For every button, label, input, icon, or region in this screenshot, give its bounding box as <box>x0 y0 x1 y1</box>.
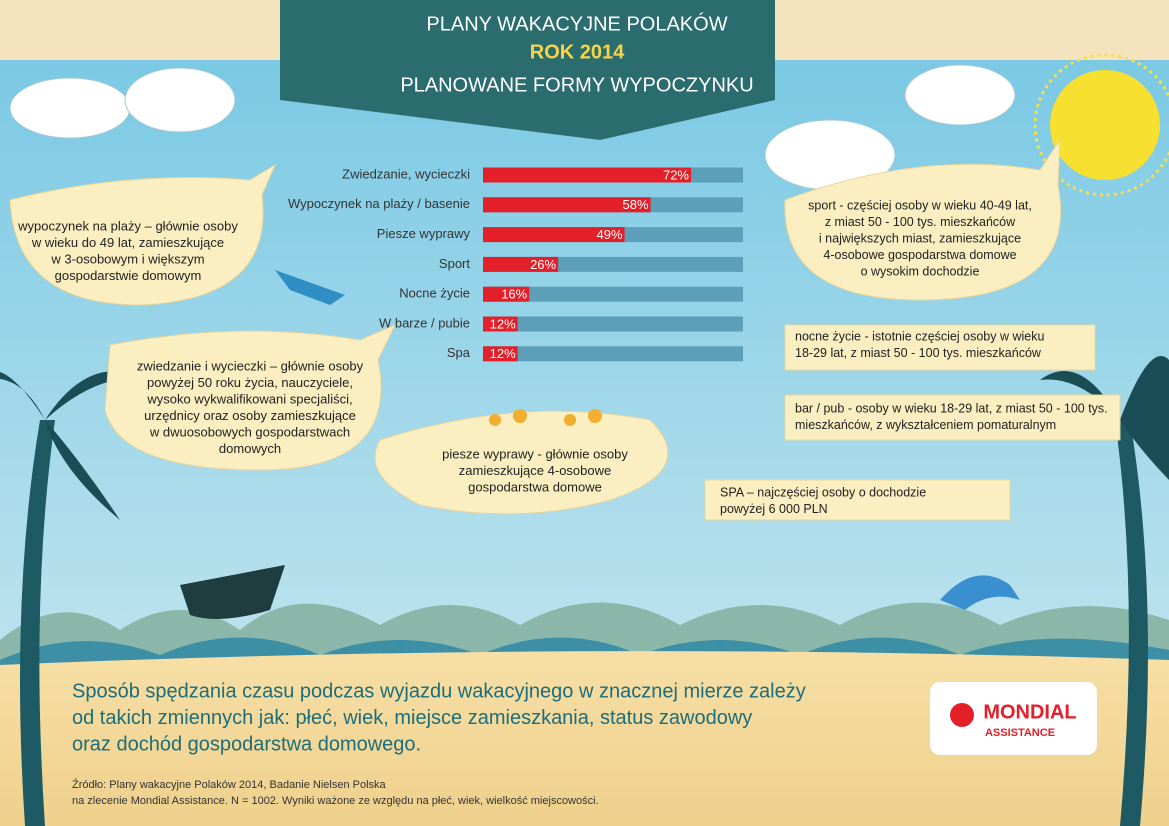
source-text: na zlecenie Mondial Assistance. N = 1002… <box>72 795 599 807</box>
annotation-text: urzędnicy oraz osoby zamieszkujące <box>144 408 356 423</box>
footer-text: od takich zmiennych jak: płeć, wiek, mie… <box>72 707 752 729</box>
logo-icon <box>950 703 974 727</box>
callout-bubbles <box>9 138 1121 521</box>
annotation-text: piesze wyprawy - głównie osoby <box>442 446 628 461</box>
annotation-text: mieszkańców, z wykształceniem pomaturaln… <box>795 418 1056 432</box>
bar-track <box>483 316 743 332</box>
category-label: Wypoczynek na plaży / basenie <box>288 196 470 211</box>
annotation-text: wysoko wykwalifikowani specjaliści, <box>146 391 352 406</box>
value-label: 26% <box>530 257 556 272</box>
source-text: Źródło: Plany wakacyjne Polaków 2014, Ba… <box>72 778 387 791</box>
logo-tagline: ASSISTANCE <box>985 727 1055 739</box>
plane <box>275 270 345 305</box>
annotation-text: i największych miast, zamieszkujące <box>819 231 1021 245</box>
annotation-text: 4-osobowe gospodarstwa domowe <box>823 248 1016 262</box>
value-label: 16% <box>501 287 527 302</box>
chart-subtitle: PLANOWANE FORMY WYPOCZYNKU <box>400 74 753 96</box>
bar <box>483 286 530 302</box>
value-label: 72% <box>663 167 689 182</box>
value-label: 12% <box>490 316 516 331</box>
value-label: 49% <box>597 227 623 242</box>
beach <box>0 651 1169 826</box>
year: ROK 2014 <box>530 41 625 63</box>
title-banner <box>280 0 775 140</box>
annotation-text: powyżej 6 000 PLN <box>720 502 828 516</box>
annotation-text: z miast 50 - 100 tys. mieszkańców <box>825 215 1016 229</box>
footer-text: Sposób spędzania czasu podczas wyjazdu w… <box>72 680 806 702</box>
sun <box>1033 53 1169 197</box>
bar <box>483 316 518 332</box>
category-label: Sport <box>439 256 470 271</box>
category-label: W barze / pubie <box>379 315 470 330</box>
annotation-text: o wysokim dochodzie <box>861 264 980 278</box>
category-label: Nocne życie <box>399 286 470 301</box>
value-label: 58% <box>623 197 649 212</box>
annotation-text: w dwuosobowych gospodarstwach <box>149 424 350 439</box>
annotation-text: bar / pub - osoby w wieku 18-29 lat, z m… <box>795 401 1108 415</box>
bar <box>483 227 625 243</box>
bar-track <box>483 346 743 362</box>
category-label: Piesze wyprawy <box>377 226 471 241</box>
annotation-text: SPA – najczęściej osoby o dochodzie <box>720 485 926 499</box>
chart-title: PLANY WAKACYJNE POLAKÓW <box>426 12 727 35</box>
bar <box>483 197 651 213</box>
annotation-text: w 3-osobowym i większym <box>50 251 204 266</box>
logo-box <box>930 682 1097 755</box>
annotation-text: gospodarstwie domowym <box>55 268 202 283</box>
clouds <box>9 64 1016 191</box>
bar <box>483 167 691 183</box>
annotation-text: zamieszkujące 4-osobowe <box>459 463 611 478</box>
value-label: 12% <box>490 346 516 361</box>
dolphin <box>940 575 1020 610</box>
annotation-text: 18-29 lat, z miast 50 - 100 tys. mieszka… <box>795 346 1042 360</box>
bar <box>483 256 559 272</box>
annotation-text: domowych <box>219 441 281 456</box>
ship <box>180 565 285 619</box>
annotation-text: zwiedzanie i wycieczki – głównie osoby <box>137 358 364 373</box>
annotation-text: gospodarstwa domowe <box>468 479 602 494</box>
footer-text: oraz dochód gospodarstwa domowego. <box>72 733 421 755</box>
bar-track <box>483 286 743 302</box>
category-label: Zwiedzanie, wycieczki <box>342 166 470 181</box>
walker-icons <box>489 409 602 426</box>
annotation-text: nocne życie - istotnie częściej osoby w … <box>795 329 1044 343</box>
category-label: Spa <box>447 345 471 360</box>
bar <box>483 346 518 362</box>
annotation-text: sport - częściej osoby w wieku 40-49 lat… <box>808 198 1032 212</box>
annotation-text: wypoczynek na plaży – głównie osoby <box>17 218 238 233</box>
logo-name: MONDIAL <box>983 701 1076 723</box>
annotation-text: powyżej 50 roku życia, nauczyciele, <box>147 375 353 390</box>
palm-trees <box>0 356 1169 826</box>
annotation-text: w wieku do 49 lat, zamieszkujące <box>31 235 224 250</box>
